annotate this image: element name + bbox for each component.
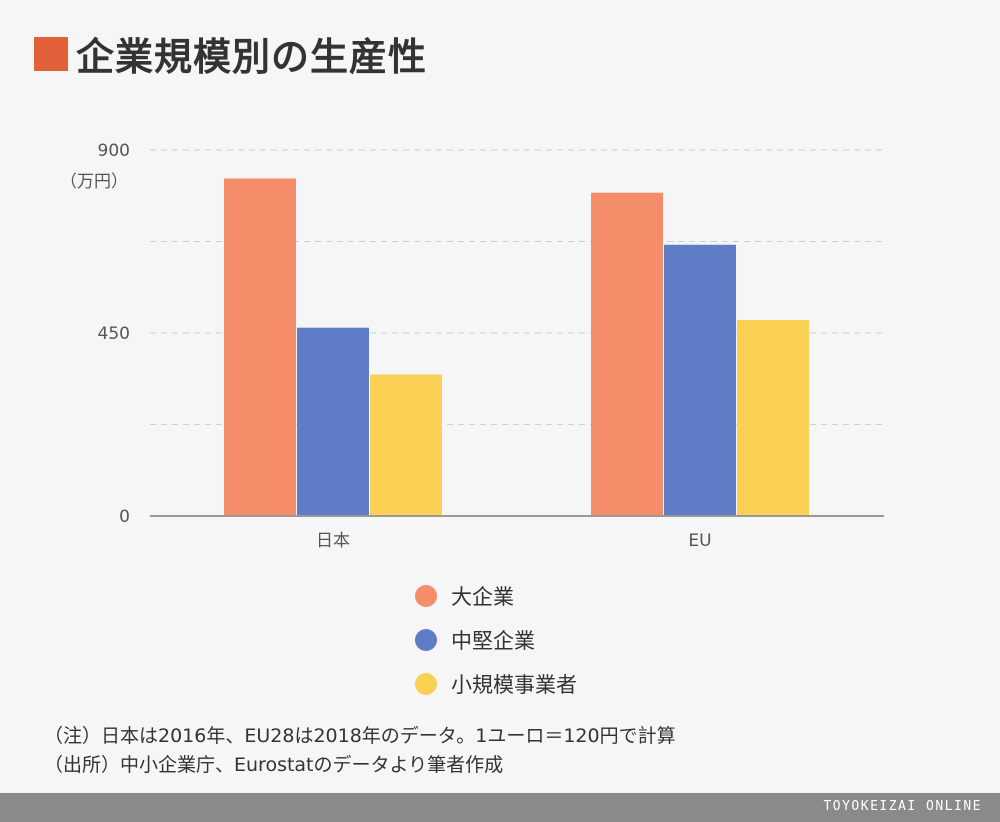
- bar-1-1: [664, 244, 736, 516]
- notes: （注）日本は2016年、EU28は2018年のデータ。1ユーロ＝120円で計算 …: [44, 722, 676, 780]
- x-tick-label-1: EU: [688, 531, 711, 551]
- note-source: （出所）中小企業庁、Eurostatのデータより筆者作成: [44, 754, 504, 776]
- y-tick-label-2: 900: [98, 141, 130, 161]
- bar-0-1: [297, 327, 369, 516]
- chart-title: 企業規模別の生産性: [76, 35, 428, 79]
- bars: [224, 178, 809, 516]
- bar-0-2: [370, 374, 442, 516]
- note-data-years: （注）日本は2016年、EU28は2018年のデータ。1ユーロ＝120円で計算: [44, 725, 676, 747]
- bar-1-0: [591, 192, 663, 516]
- bar-0-0: [224, 178, 296, 516]
- title-block: 企業規模別の生産性: [34, 26, 427, 81]
- bar-1-2: [737, 319, 809, 516]
- bar-chart: 0 450 900 （万円） 日本 EU: [60, 141, 884, 551]
- title-marker: [34, 36, 68, 71]
- footer-brand: TOYOKEIZAI ONLINE: [823, 799, 982, 814]
- legend-label-large: 大企業: [451, 585, 514, 609]
- y-tick-labels: 0 450 900: [98, 141, 130, 527]
- legend-item-large: 大企業: [415, 574, 577, 618]
- legend-item-medium: 中堅企業: [415, 618, 577, 662]
- legend-label-small: 小規模事業者: [451, 673, 577, 697]
- legend-dot-medium: [415, 629, 437, 651]
- x-tick-label-0: 日本: [316, 531, 350, 551]
- y-tick-label-0: 0: [119, 507, 130, 527]
- x-tick-labels: 日本 EU: [316, 531, 712, 551]
- y-tick-label-1: 450: [98, 324, 130, 344]
- legend: 大企業 中堅企業 小規模事業者: [415, 574, 577, 706]
- legend-label-medium: 中堅企業: [451, 629, 535, 653]
- legend-dot-small: [415, 673, 437, 695]
- y-unit-label: （万円）: [60, 172, 128, 192]
- legend-dot-large: [415, 585, 437, 607]
- legend-item-small: 小規模事業者: [415, 662, 577, 706]
- footer-bar: TOYOKEIZAI ONLINE: [0, 793, 1000, 822]
